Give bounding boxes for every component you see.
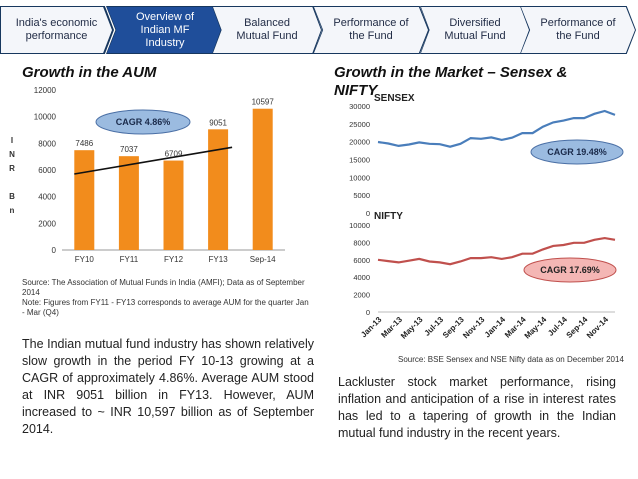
aum-data-label: 9051 (209, 118, 227, 127)
sensex-series-label: SENSEX (374, 93, 415, 104)
aum-bar (74, 150, 95, 250)
aum-cagr-badge (95, 109, 191, 135)
aum-description: The Indian mutual fund industry has show… (22, 337, 314, 436)
aum-y-tick-label: 8000 (38, 139, 56, 148)
nifty-series-label: NIFTY (374, 211, 403, 222)
sensex-y-tick-label: 10000 (349, 173, 370, 182)
nifty-x-tick-label: May-13 (399, 315, 425, 341)
aum-bar (252, 108, 273, 250)
nav-item-performance-fund-2[interactable]: Performance of the Fund (521, 7, 635, 53)
aum-y-axis-letter: I (11, 136, 13, 145)
nifty-y-tick-label: 10000 (349, 221, 370, 230)
aum-y-axis-letter: R (9, 164, 15, 173)
nifty-cagr-badge (523, 257, 617, 283)
aum-bar (163, 160, 184, 250)
nifty-y-tick-label: 4000 (353, 273, 370, 282)
nifty-y-tick-label: 6000 (353, 256, 370, 265)
aum-y-tick-label: 6000 (38, 166, 56, 175)
nav-item-performance-fund-1[interactable]: Performance of the Fund (314, 7, 428, 53)
aum-data-label: 7486 (75, 139, 93, 148)
aum-x-tick-label: FY13 (209, 255, 229, 264)
nav-item-economic-performance[interactable]: India's economic performance (1, 7, 112, 53)
nav-item-diversified-mutual-fund[interactable]: Diversified Mutual Fund (421, 7, 529, 53)
aum-data-label: 6709 (165, 150, 183, 159)
aum-x-tick-label: FY10 (75, 255, 95, 264)
nifty-x-tick-label: Nov-13 (461, 315, 487, 341)
nifty-y-tick-label: 0 (366, 308, 370, 317)
aum-y-axis-letter: B (9, 192, 15, 201)
nifty-cagr-label: CAGR 17.69% (540, 265, 600, 275)
nav-item-label: Performance of the Fund (333, 17, 409, 42)
sensex-y-tick-label: 25000 (349, 120, 370, 129)
nav-item-label: Balanced Mutual Fund (236, 17, 298, 42)
nav-item-label: India's economic performance (15, 17, 98, 42)
aum-y-axis-letter: N (9, 150, 15, 159)
nifty-x-tick-label: May-14 (523, 315, 549, 341)
sensex-line (377, 109, 616, 148)
sensex-cagr-badge (530, 139, 624, 165)
nifty-y-tick-label: 2000 (353, 291, 370, 300)
aum-bar (208, 129, 229, 250)
aum-y-tick-label: 10000 (34, 113, 57, 122)
aum-cagr-label: CAGR 4.86% (116, 117, 171, 127)
nav-item-label: Diversified Mutual Fund (444, 17, 506, 42)
aum-trend-line (74, 146, 233, 175)
aum-x-tick-label: FY12 (164, 255, 184, 264)
aum-footnote: Note: Figures from FY11 - FY13 correspon… (22, 298, 309, 317)
aum-x-tick-label: Sep-14 (250, 255, 276, 264)
market-line-charts: 0 5000 10000 15000 20000 25000 30000 SENSEX 0 200… (349, 93, 624, 341)
sensex-y-tick-label: 0 (366, 209, 370, 218)
sensex-y-tick-label: 30000 (349, 102, 370, 111)
aum-y-tick-label: 0 (52, 246, 57, 255)
market-description: Lackluster stock market performance, ris… (338, 375, 616, 440)
aum-data-label: 10597 (252, 98, 275, 107)
aum-bar-chart: 0 2000 4000 6000 8000 10000 12000 INR Bn 7486 FY10… (9, 86, 285, 264)
aum-y-tick-label: 2000 (38, 219, 56, 228)
aum-source-note: Source: The Association of Mutual Funds … (22, 278, 305, 297)
aum-x-tick-label: FY11 (120, 255, 139, 264)
aum-y-tick-label: 12000 (34, 86, 57, 95)
nifty-y-tick-label: 8000 (353, 238, 370, 247)
sensex-y-tick-label: 20000 (349, 138, 370, 147)
sensex-y-tick-label: 5000 (353, 191, 370, 200)
nav-item-label: Performance of the Fund (540, 17, 616, 42)
sensex-y-tick-label: 15000 (349, 156, 370, 165)
nifty-x-tick-label: Jan-13 (359, 315, 384, 340)
sensex-cagr-label: CAGR 19.48% (547, 147, 607, 157)
nav-item-balanced-mutual-fund[interactable]: Balanced Mutual Fund (213, 7, 321, 53)
aum-section-title: Growth in the AUM (22, 64, 157, 81)
nifty-x-tick-label: Nov-14 (585, 315, 611, 341)
market-source-note: Source: BSE Sensex and NSE Nifty data as… (398, 355, 624, 364)
nav-item-overview-mf-industry[interactable]: Overview of Indian MF Industry (107, 7, 223, 53)
nav-breadcrumb: India's economic performance Overview of… (0, 6, 638, 54)
aum-bar (118, 156, 139, 250)
nav-item-label: Overview of Indian MF Industry (135, 10, 195, 49)
aum-y-tick-label: 4000 (38, 193, 56, 202)
aum-y-axis-letter: n (10, 206, 15, 215)
nifty-x-tick-label: Jan-14 (483, 315, 508, 340)
market-section-title: Growth in the Market – Sensex & NIFTY (334, 64, 568, 99)
aum-data-label: 7037 (120, 145, 138, 154)
nifty-line (377, 236, 616, 266)
